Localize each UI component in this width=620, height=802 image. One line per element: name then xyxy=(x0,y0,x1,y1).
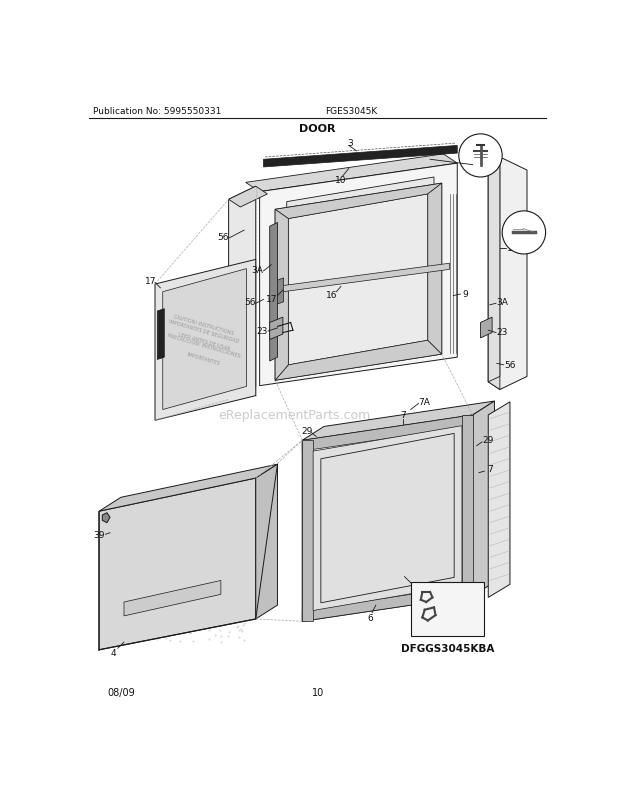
Polygon shape xyxy=(124,581,221,616)
Text: 42: 42 xyxy=(436,620,448,629)
Text: LEER ANTES DE USAR: LEER ANTES DE USAR xyxy=(177,331,230,351)
Text: eReplacementParts.com: eReplacementParts.com xyxy=(218,409,371,422)
Text: 3A: 3A xyxy=(496,298,508,307)
Polygon shape xyxy=(275,341,441,381)
Polygon shape xyxy=(275,210,288,381)
Text: 56: 56 xyxy=(475,135,486,144)
Text: 56: 56 xyxy=(244,298,255,307)
Text: Publication No: 5995550331: Publication No: 5995550331 xyxy=(93,107,221,116)
Polygon shape xyxy=(155,260,255,421)
Polygon shape xyxy=(246,155,458,192)
Polygon shape xyxy=(255,464,278,619)
Text: 7: 7 xyxy=(400,411,406,420)
Text: 7A: 7A xyxy=(412,583,425,592)
Polygon shape xyxy=(99,464,278,512)
Polygon shape xyxy=(462,415,472,596)
Circle shape xyxy=(459,135,502,178)
Text: 64: 64 xyxy=(436,585,448,594)
Text: 56: 56 xyxy=(504,361,516,370)
Text: FGES3045K: FGES3045K xyxy=(326,107,378,116)
Text: CAUTION! INSTRUCTIONS: CAUTION! INSTRUCTIONS xyxy=(173,314,234,336)
Text: 3: 3 xyxy=(347,139,353,148)
Polygon shape xyxy=(480,318,492,338)
Polygon shape xyxy=(260,164,458,387)
Polygon shape xyxy=(229,187,267,208)
Polygon shape xyxy=(275,184,441,219)
Text: 39: 39 xyxy=(94,530,105,539)
Text: 23: 23 xyxy=(497,328,508,337)
Text: 3A: 3A xyxy=(251,265,264,274)
Text: 08/09: 08/09 xyxy=(107,687,135,697)
Polygon shape xyxy=(489,403,510,597)
Text: 23: 23 xyxy=(256,326,268,335)
Polygon shape xyxy=(286,178,434,369)
Polygon shape xyxy=(313,426,462,611)
Text: DOOR: DOOR xyxy=(299,124,336,134)
Polygon shape xyxy=(270,318,283,340)
Polygon shape xyxy=(99,479,255,650)
Polygon shape xyxy=(472,402,495,596)
Circle shape xyxy=(502,212,546,255)
Polygon shape xyxy=(303,441,313,622)
Text: 10: 10 xyxy=(335,176,347,184)
Polygon shape xyxy=(157,310,164,360)
Text: 17: 17 xyxy=(144,277,156,286)
Polygon shape xyxy=(303,415,472,452)
Polygon shape xyxy=(428,184,441,354)
Polygon shape xyxy=(102,513,110,523)
Polygon shape xyxy=(278,264,450,293)
Polygon shape xyxy=(278,278,283,305)
Polygon shape xyxy=(489,160,500,383)
Polygon shape xyxy=(288,195,428,366)
Text: PRECAUCION! INSTRUCCIONES: PRECAUCION! INSTRUCCIONES xyxy=(167,333,241,358)
Text: IMPORTANTES DE SEGURIDAD: IMPORTANTES DE SEGURIDAD xyxy=(168,318,240,343)
Bar xyxy=(410,582,484,636)
Polygon shape xyxy=(303,402,495,441)
Text: DFGGS3045KBA: DFGGS3045KBA xyxy=(401,643,495,654)
Text: 7A: 7A xyxy=(418,397,430,406)
Text: 6: 6 xyxy=(368,614,373,622)
Text: 9: 9 xyxy=(462,290,468,298)
Text: IMPORTANTES: IMPORTANTES xyxy=(187,352,221,367)
Polygon shape xyxy=(162,269,247,410)
Text: 10: 10 xyxy=(518,217,529,226)
Text: 17: 17 xyxy=(265,295,277,304)
Polygon shape xyxy=(489,158,500,390)
Polygon shape xyxy=(98,512,99,650)
Polygon shape xyxy=(229,187,255,400)
Text: 56: 56 xyxy=(218,233,229,241)
Polygon shape xyxy=(489,158,527,390)
Text: 4: 4 xyxy=(110,648,116,657)
Polygon shape xyxy=(264,146,458,168)
Polygon shape xyxy=(303,585,472,622)
Text: 7: 7 xyxy=(487,464,493,474)
Text: 29: 29 xyxy=(482,435,494,444)
Polygon shape xyxy=(270,223,278,362)
Text: 16: 16 xyxy=(326,291,337,300)
Text: 10: 10 xyxy=(312,687,324,697)
Text: 29: 29 xyxy=(301,427,312,435)
Text: 12: 12 xyxy=(507,244,519,253)
